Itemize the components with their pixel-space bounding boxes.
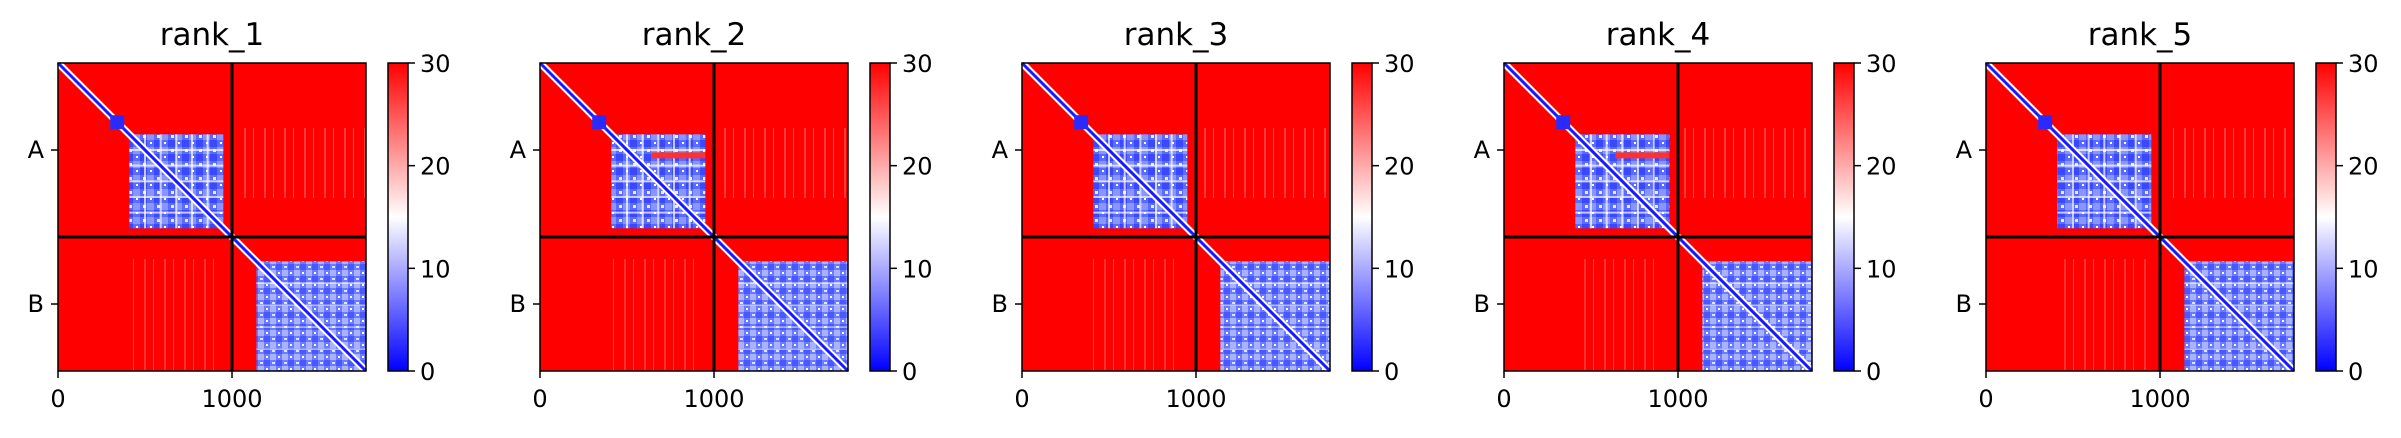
colorbar [387,62,409,372]
x-tick-label: 1000 [1165,385,1226,413]
panel-title: rank_5 [2088,17,2193,53]
heatmap-frame [57,62,367,372]
colorbar-tick-label: 0 [420,358,435,386]
heatmap-diagonal [56,61,368,373]
panel-title: rank_1 [160,17,265,53]
y-tick-label: B [1474,290,1490,318]
colorbar [1351,62,1373,372]
colorbar-tick-label: 20 [1866,153,1897,181]
heatmap-frame [539,62,849,372]
y-tick-label: A [1474,136,1491,164]
panel-3: rank_3 A B 0 1000 0 10 20 30 [992,17,1415,413]
colorbar [869,62,891,372]
panel-1: rank_1 A B 0 1000 0 10 20 30 [28,17,451,413]
colorbar-tick-label: 30 [1384,50,1415,78]
x-tick-label: 0 [1978,385,1993,413]
y-tick-label: A [1956,136,1973,164]
y-tick-label: B [510,290,526,318]
y-tick-label: A [992,136,1009,164]
x-tick-label: 1000 [2129,385,2190,413]
y-tick-label: A [510,136,527,164]
heatmap-diagonal-blob [2038,115,2053,130]
heatmap-offdiag-stripes-ab [238,128,366,198]
x-tick-label: 0 [1496,385,1511,413]
panel-title: rank_3 [1124,17,1229,53]
heatmap-offdiag-stripes-ba [1574,259,1664,371]
x-tick-label: 1000 [683,385,744,413]
colorbar-tick-label: 0 [2348,358,2363,386]
y-tick-label: B [1956,290,1972,318]
heatmap-block-a-stripe [651,152,706,159]
heatmap-frame [1503,62,1813,372]
colorbar-tick-label: 10 [1384,255,1415,283]
colorbar-tick-label: 10 [2348,255,2379,283]
heatmap-offdiag-stripes-ab [2166,128,2294,198]
x-tick-label: 0 [1014,385,1029,413]
y-tick-label: B [28,290,44,318]
colorbar-tick-label: 20 [2348,153,2379,181]
x-tick-label: 0 [50,385,65,413]
panel-title: rank_2 [642,17,747,53]
colorbar-tick-label: 10 [1866,255,1897,283]
heatmap-frame [1021,62,1331,372]
heatmap-block-a-stripe [1615,152,1670,159]
panel-5: rank_5 A B 0 1000 0 10 20 30 [1956,17,2379,413]
y-tick-label: A [28,136,45,164]
heatmap-diagonal [538,61,850,373]
colorbar-tick-label: 10 [902,255,933,283]
colorbar [2315,62,2337,372]
heatmap-offdiag-stripes-ba [1092,259,1182,371]
colorbar-tick-label: 30 [2348,50,2379,78]
heatmap-diagonal [1502,61,1814,373]
x-tick-label: 1000 [1647,385,1708,413]
heatmap-offdiag-stripes-ba [2056,259,2146,371]
heatmap-diagonal [1984,61,2296,373]
heatmap-offdiag-stripes-ab [720,128,848,198]
colorbar-tick-label: 30 [1866,50,1897,78]
x-tick-label: 1000 [201,385,262,413]
heatmap-offdiag-stripes-ab [1202,128,1330,198]
colorbar-tick-label: 0 [902,358,917,386]
colorbar-tick-label: 30 [420,50,451,78]
heatmap-diagonal-blob [592,115,607,130]
panel-title: rank_4 [1606,17,1711,53]
colorbar-tick-label: 20 [902,153,933,181]
colorbar [1833,62,1855,372]
heatmap-offdiag-stripes-ba [128,259,218,371]
heatmap-diagonal-blob [110,115,125,130]
heatmap-diagonal-blob [1074,115,1089,130]
panel-2: rank_2 A B 0 1000 0 10 20 30 [510,17,933,413]
colorbar-tick-label: 10 [420,255,451,283]
colorbar-tick-label: 20 [420,153,451,181]
heatmap-frame [1985,62,2295,372]
colorbar-tick-label: 0 [1866,358,1881,386]
heatmap-diagonal [1020,61,1332,373]
heatmap-diagonal-blob [1556,115,1571,130]
heatmap-offdiag-stripes-ab [1684,128,1812,198]
heatmap-offdiag-stripes-ba [610,259,700,371]
colorbar-tick-label: 30 [902,50,933,78]
colorbar-tick-label: 20 [1384,153,1415,181]
x-tick-label: 0 [532,385,547,413]
colorbar-tick-label: 0 [1384,358,1399,386]
panel-4: rank_4 A B 0 1000 0 10 20 30 [1474,17,1897,413]
y-tick-label: B [992,290,1008,318]
